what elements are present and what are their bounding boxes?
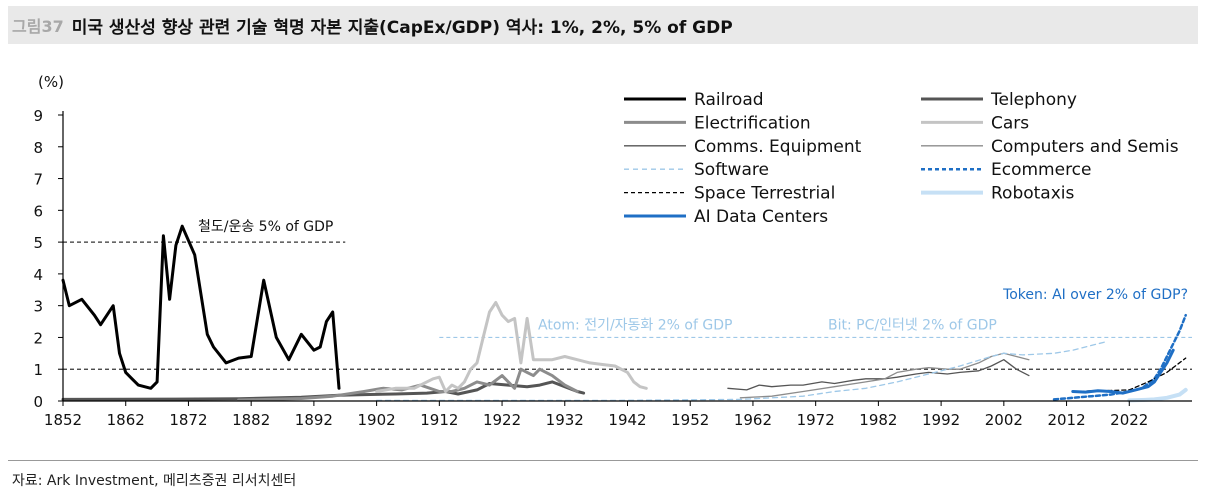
figure-number: 그림37 — [12, 17, 64, 36]
legend-label: Ecommerce — [991, 160, 1092, 180]
series-lines — [61, 224, 1188, 403]
reference-lines — [63, 241, 1192, 370]
x-tick-label: 1922 — [483, 411, 521, 429]
axes: 1852 1862 1872 1882 1892 1902 1912 1922 1932 1942… — [33, 73, 1192, 429]
figure-title-bar: 그림37 미국 생산성 향상 관련 기술 혁명 자본 지출(CapEx/GDP)… — [8, 6, 1198, 44]
y-tick-label: 3 — [33, 298, 43, 316]
x-tick-label: 1912 — [420, 411, 458, 429]
series-line-computers-and-semis — [739, 352, 1030, 399]
x-tick-label: 1942 — [608, 411, 646, 429]
legend-label: Comms. Equipment — [694, 137, 862, 157]
x-tick-label: 1882 — [232, 411, 270, 429]
legend-label: Robotaxis — [991, 184, 1075, 204]
x-tick-label: 1892 — [295, 411, 333, 429]
x-tick-label: 1992 — [922, 411, 960, 429]
y-tick-label: 0 — [33, 393, 43, 411]
legend-label: Railroad — [694, 90, 764, 110]
series-line-electrification — [237, 367, 579, 402]
reference-line-label: Bit: PC/인터넷 2% of GDP — [828, 317, 997, 333]
y-tick-label: 1 — [33, 361, 43, 379]
x-tick-label: 1972 — [797, 411, 835, 429]
y-tick-label: 5 — [33, 234, 43, 252]
series-line-space-terrestrial — [1072, 357, 1187, 393]
legend-label: Computers and Semis — [991, 137, 1179, 157]
y-tick-label: 9 — [33, 107, 43, 125]
figure-title: 미국 생산성 향상 관련 기술 혁명 자본 지출(CapEx/GDP) 역사: … — [71, 17, 733, 38]
source-note: 자료: Ark Investment, 메리츠증권 리서치센터 — [12, 473, 297, 489]
series-line-railroad — [61, 224, 341, 390]
legend-label: Electrification — [694, 113, 811, 133]
legend-label: Telephony — [990, 90, 1077, 110]
x-tick-label: 2022 — [1110, 411, 1148, 429]
legend-label: Cars — [991, 113, 1029, 133]
reference-line-label: 철도/운송 5% of GDP — [198, 219, 333, 235]
reference-line-label: Atom: 전기/자동화 2% of GDP — [538, 317, 732, 333]
legend-label: Software — [694, 160, 769, 180]
x-tick-label: 1902 — [358, 411, 396, 429]
series-line-cars — [375, 301, 648, 393]
token-annotation: Token: AI over 2% of GDP? — [1002, 287, 1188, 303]
legend: Railroad Telephony Electrification Cars Comm… — [624, 90, 1179, 227]
series-line-comms-equipment — [727, 359, 1030, 391]
y-tick-label: 6 — [33, 202, 43, 220]
x-tick-label: 1852 — [44, 411, 82, 429]
y-tick-label: 2 — [33, 329, 43, 347]
x-tick-label: 2002 — [985, 411, 1023, 429]
x-tick-label: 2012 — [1047, 411, 1085, 429]
source-divider — [8, 460, 1198, 461]
x-tick-label: 1982 — [859, 411, 897, 429]
legend-label: Space Terrestrial — [694, 184, 835, 204]
series-line-ai-data-centers — [1071, 348, 1175, 395]
series-line-robotaxis — [1127, 387, 1188, 403]
y-tick-label: 4 — [33, 266, 43, 284]
x-tick-label: 1862 — [107, 411, 145, 429]
annotations: 철도/운송 5% of GDP Atom: 전기/자동화 2% of GDP Bit… — [198, 219, 1188, 333]
x-tick-label: 1872 — [169, 411, 207, 429]
y-tick-label: 8 — [33, 139, 43, 157]
legend-label: AI Data Centers — [694, 207, 828, 227]
series-line-software — [375, 341, 1105, 402]
x-tick-label: 1932 — [546, 411, 584, 429]
y-tick-label: 7 — [33, 171, 43, 189]
series-line-ecommerce — [1052, 313, 1187, 401]
x-tick-label: 1962 — [734, 411, 772, 429]
x-tick-label: 1952 — [671, 411, 709, 429]
y-axis-label: (%) — [38, 73, 64, 91]
